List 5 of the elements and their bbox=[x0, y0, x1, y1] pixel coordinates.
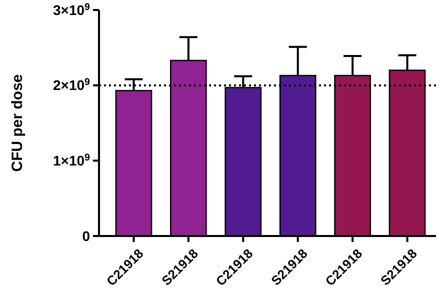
y-tick-label: 2×10$^{9}$ bbox=[53, 76, 91, 94]
y-tick-label: 3×10$^{9}$ bbox=[53, 1, 91, 18]
y-axis-title: CFU per dose bbox=[9, 74, 26, 172]
y-tick-label: 1×10$^{9}$ bbox=[53, 152, 91, 169]
y-tick-label: 0 bbox=[82, 228, 90, 244]
